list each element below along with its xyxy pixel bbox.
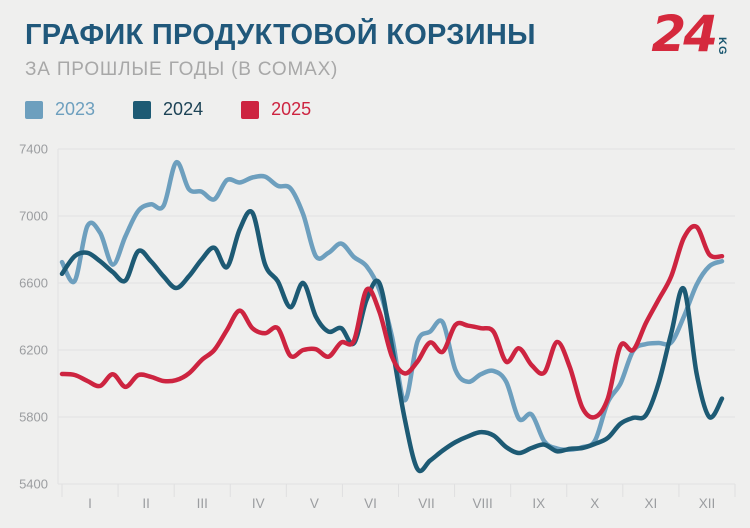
line-2023 [59,160,725,453]
legend-swatch-icon [25,100,43,119]
line-2024 [59,209,725,474]
chart-legend: 2023 2024 2025 [25,99,349,120]
legend-item-2023[interactable]: 2023 [25,99,95,120]
logo-kg-label: KG [716,36,728,56]
y-axis-label-5800: 5800 [19,410,48,425]
x-axis-label-XII: XII [699,496,716,511]
logo-24-icon: 24 [651,5,718,63]
x-axis-label-III: III [197,496,208,511]
legend-item-2025[interactable]: 2025 [241,99,311,120]
legend-swatch-icon [241,100,260,119]
y-axis-label-7400: 7400 [19,142,48,157]
y-axis-label-7000: 7000 [19,209,48,224]
logo-24kg: 24 KG [651,5,728,63]
x-axis-label-VI: VI [364,496,377,511]
legend-label: 2024 [163,99,204,119]
page-title: ГРАФИК ПРОДУКТОВОЙ КОРЗИНЫ [25,19,536,51]
y-axis-label-6200: 6200 [19,343,48,358]
legend-label: 2025 [271,99,312,119]
header: ГРАФИК ПРОДУКТОВОЙ КОРЗИНЫ ЗА ПРОШЛЫЕ ГО… [25,19,536,81]
page-subtitle: ЗА ПРОШЛЫЕ ГОДЫ (В СОМАХ) [25,58,339,80]
y-axis-label-5400: 5400 [19,477,48,492]
legend-label: 2023 [55,99,96,119]
y-axis-label-6600: 6600 [19,276,48,291]
x-axis-label-II: II [142,496,150,511]
x-axis-label-IX: IX [532,496,545,511]
x-axis-label-X: X [590,496,599,511]
x-axis-label-VII: VII [418,496,435,511]
x-axis-label-VIII: VIII [472,496,492,511]
line-2025 [59,223,725,420]
x-axis-label-IV: IV [252,496,265,511]
x-axis-label-I: I [88,496,92,511]
x-axis-label-XI: XI [644,496,657,511]
x-axis-label-V: V [310,496,319,511]
legend-swatch-icon [133,100,152,119]
legend-item-2024[interactable]: 2024 [133,99,203,120]
